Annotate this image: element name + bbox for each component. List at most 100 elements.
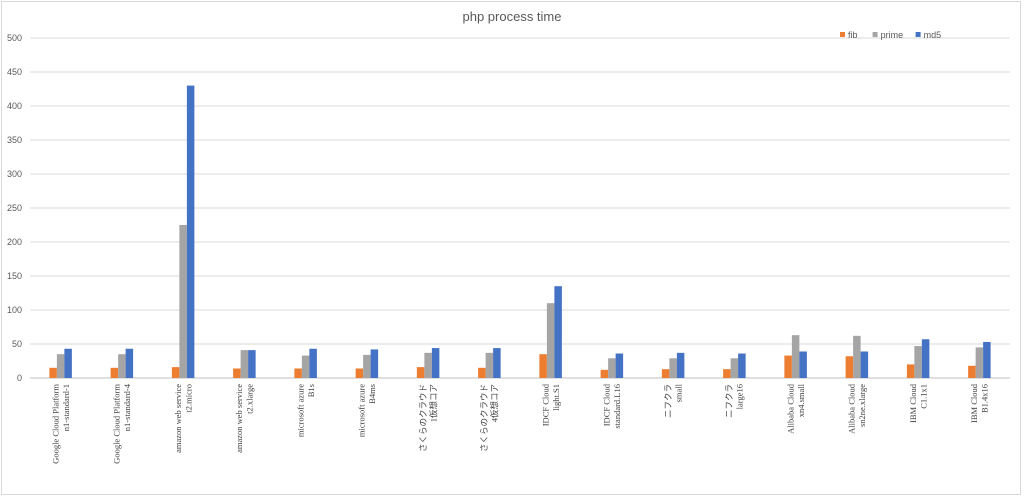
bar-prime bbox=[791, 335, 800, 378]
x-tick-label: IDCF Cloud standard.L16 bbox=[602, 383, 623, 428]
bar-fib bbox=[600, 369, 609, 378]
bar-md5 bbox=[921, 339, 930, 378]
bar-fib bbox=[845, 356, 854, 378]
bar-fib bbox=[539, 354, 547, 378]
x-tick-label: amazon web service t2.micro bbox=[173, 384, 194, 453]
bar-fib bbox=[171, 367, 180, 378]
x-tick-label-line: t2.xlarge bbox=[245, 384, 255, 414]
x-tick-label: ニフクラ large16 bbox=[724, 384, 745, 418]
x-tick-label-line: ニフクラ bbox=[724, 384, 734, 418]
y-tick-label: 100 bbox=[7, 305, 22, 315]
x-tick-label-line: small bbox=[673, 383, 683, 402]
x-tick-label-line: IBM Cloud bbox=[908, 383, 918, 423]
x-tick-label: Alibaba Cloud xn4.small bbox=[785, 383, 806, 434]
legend-swatch bbox=[872, 32, 878, 37]
chart-title: php process time bbox=[463, 9, 562, 24]
x-tick-label-line: microsoft azure bbox=[295, 384, 305, 437]
x-tick-label-line: 4仮想コア bbox=[490, 384, 500, 422]
bar-prime bbox=[301, 355, 310, 378]
x-tick-label: microsoft azure B4ms bbox=[357, 384, 378, 437]
legend-label: md5 bbox=[924, 30, 942, 40]
x-tick-label-line: Google Cloud Platform bbox=[112, 384, 122, 464]
x-tick-label-line: IDCF Cloud bbox=[540, 383, 550, 426]
legend-swatch bbox=[840, 32, 845, 37]
y-tick-label: 300 bbox=[7, 169, 22, 179]
bar-fib bbox=[416, 367, 425, 378]
x-tick-label-line: さくらのクラウド bbox=[479, 384, 489, 452]
bar-prime bbox=[730, 358, 739, 378]
bar-prime bbox=[853, 335, 861, 378]
bar-fib bbox=[49, 367, 57, 378]
x-tick-label-line: large16 bbox=[735, 384, 745, 409]
x-tick-label-line: microsoft azure bbox=[357, 384, 367, 437]
x-tick-label-line: B1.4x16 bbox=[980, 384, 990, 413]
bar-prime bbox=[363, 354, 371, 378]
bar-prime bbox=[56, 354, 65, 378]
legend-swatch bbox=[915, 32, 921, 37]
y-tick-label: 250 bbox=[7, 203, 22, 213]
bar-prime bbox=[485, 352, 494, 378]
bar-fib bbox=[355, 368, 364, 378]
x-tick-label-line: IBM Cloud bbox=[969, 383, 979, 423]
bar-prime bbox=[914, 346, 922, 378]
y-tick-label: 400 bbox=[7, 101, 22, 111]
bars bbox=[49, 85, 991, 378]
bar-fib bbox=[110, 367, 119, 378]
y-tick-label: 350 bbox=[7, 135, 22, 145]
y-tick-label: 50 bbox=[12, 339, 22, 349]
x-tick-label-line: standard.L16 bbox=[612, 384, 622, 429]
bar-prime bbox=[179, 225, 187, 378]
bar-fib bbox=[478, 367, 486, 378]
x-tick-label-line: IDCF Cloud bbox=[602, 383, 612, 426]
bar-fib bbox=[784, 355, 792, 378]
legend-item: prime bbox=[872, 30, 904, 40]
legend-label: fib bbox=[848, 30, 858, 40]
x-tick-label-line: xn4.small bbox=[796, 383, 806, 417]
x-axis: Google Cloud Platform n1-standard-1 Google… bbox=[50, 383, 989, 464]
bar-prime bbox=[240, 350, 249, 378]
bar-md5 bbox=[64, 348, 72, 378]
legend-label: prime bbox=[881, 30, 904, 40]
x-tick-label-line: n1-standard-4 bbox=[122, 383, 132, 431]
bar-fib bbox=[233, 368, 241, 378]
bar-md5 bbox=[738, 353, 746, 378]
x-tick-label: microsoft azure B1s bbox=[295, 384, 316, 437]
bar-prime bbox=[118, 354, 126, 378]
x-tick-label: amazon web service t2.xlarge bbox=[234, 384, 255, 453]
legend-item: fib bbox=[840, 30, 858, 40]
x-tick-label-line: C1.1x1 bbox=[918, 384, 928, 409]
bar-prime bbox=[424, 352, 432, 378]
x-tick-label-line: Google Cloud Platform bbox=[50, 384, 60, 464]
x-tick-label-line: Alibaba Cloud bbox=[785, 383, 795, 434]
bar-prime bbox=[975, 347, 984, 378]
x-tick-label-line: ニフクラ bbox=[663, 384, 673, 418]
y-tick-label: 150 bbox=[7, 271, 22, 281]
x-tick-label: さくらのクラウド 4仮想コア bbox=[479, 384, 500, 452]
bar-prime bbox=[546, 303, 555, 378]
x-tick-label: ニフクラ small bbox=[663, 383, 684, 418]
x-tick-label-line: light.S1 bbox=[551, 384, 561, 411]
bar-fib bbox=[723, 369, 731, 378]
gridlines bbox=[30, 37, 1010, 379]
bar-md5 bbox=[186, 85, 195, 378]
x-tick-label: IDCF Cloud light.S1 bbox=[540, 383, 561, 426]
x-tick-label: IBM Cloud B1.4x16 bbox=[969, 383, 990, 423]
bar-md5 bbox=[860, 351, 869, 378]
bar-prime bbox=[608, 358, 616, 378]
bar-md5 bbox=[676, 352, 685, 378]
bar-md5 bbox=[248, 350, 256, 378]
bar-fib bbox=[294, 368, 302, 378]
x-tick-label-line: n1-standard-1 bbox=[61, 384, 71, 431]
y-tick-label: 200 bbox=[7, 237, 22, 247]
legend-item: md5 bbox=[915, 30, 942, 40]
x-tick-label-line: sn2ne.xlarge bbox=[857, 384, 867, 427]
bar-md5 bbox=[615, 353, 624, 378]
bar-md5 bbox=[799, 351, 807, 378]
bar-md5 bbox=[431, 348, 440, 378]
bar-md5 bbox=[493, 348, 501, 378]
x-tick-label-line: amazon web service bbox=[173, 384, 183, 453]
bar-prime bbox=[669, 358, 677, 378]
bar-md5 bbox=[983, 341, 991, 378]
